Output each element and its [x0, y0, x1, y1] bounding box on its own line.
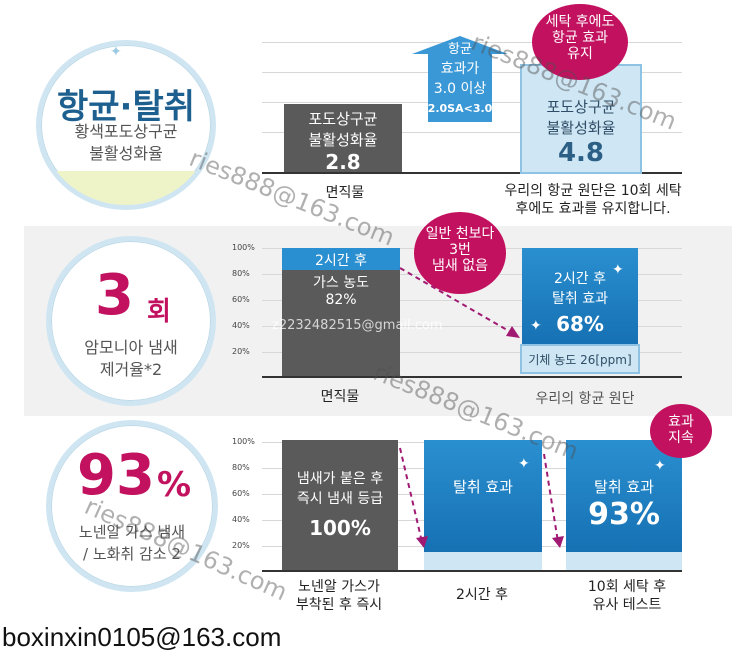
axis-tick-label: 60% [232, 489, 250, 498]
bar-cotton: 포도상구균 불활성화율 2.8 [284, 104, 402, 174]
axis-tick-label: 60% [232, 295, 250, 304]
dashed-arrow [543, 453, 564, 548]
caption-our: 우리의 항균 원단 [535, 391, 635, 407]
up-arrow-icon [412, 36, 508, 122]
bar-cotton-line2: 불활성화율 [308, 131, 378, 149]
dashed-arrow [399, 267, 520, 338]
bar-our-line1: 포도상구균 [546, 98, 616, 116]
gridline [262, 132, 682, 133]
axis-tick-label: 80% [232, 269, 250, 278]
axis-tick-label: 20% [232, 347, 250, 356]
bubble-line3: 유지 [567, 46, 593, 62]
circle-big-number: 3 [95, 263, 134, 328]
axis-tick-label: 80% [232, 463, 250, 472]
circle-nonenal: 93 % 노넨알 가스 냄새 / 노화취 감소 2 [46, 420, 218, 592]
dashed-arrow [399, 447, 428, 548]
circle-unit: 회 [147, 297, 171, 327]
bar-immediate: 냄새가 붙은 후 즉시 냄새 등급 100% [282, 440, 398, 570]
circle-sub-1: 암모니아 냄새 [84, 338, 178, 357]
circle-ammonia: 3 회 암모니아 냄새 제거율*2 [46, 236, 216, 406]
circle-unit: % [157, 465, 192, 505]
circle-sub-2: / 노화취 감소 2 [83, 545, 181, 563]
bubble-line1: 일반 천보다 [425, 226, 495, 242]
caption-cotton: 면직물 [325, 185, 365, 201]
axis-tick-label: 40% [232, 515, 250, 524]
arrow-range: 2.0SA<3.0 [427, 102, 493, 115]
circle-sub-2: 제거율*2 [99, 360, 163, 379]
circle-sub-1: 황색포도상구균 [74, 122, 178, 141]
bar-cotton-line1: 포도상구균 [308, 110, 378, 128]
bar-our-deodor: 2시간 후 탈취 효과 68% [522, 248, 638, 344]
bubble-lasting: 효과 지속 [650, 404, 712, 458]
bar-10wash: 탈취 효과 93% [566, 440, 682, 552]
sparkle-icon: ✦ [530, 318, 542, 334]
caption-immediate-2: 부착된 후 즉시 [295, 597, 383, 613]
gas-line1: 2시간 후 [315, 253, 367, 269]
bar-10wash-base [566, 552, 682, 570]
immediate-value: 100% [309, 516, 371, 540]
caption-10wash-2: 유사 테스트 [592, 597, 662, 613]
caption-10wash-1: 10회 세탁 후 [587, 579, 667, 595]
circle-sub-2: 불활성화율 [89, 144, 163, 163]
deodor-line2: 탈취 효과 [552, 291, 608, 307]
deodor-value: 68% [556, 312, 604, 336]
bubble-line1: 세탁 후에도 [545, 14, 615, 30]
arrow-line2: 효과가 [440, 61, 480, 77]
axis-tick-label: 100% [232, 243, 255, 252]
deodor-line1: 2시간 후 [554, 271, 606, 287]
arrow-line3: 3.0 이상 [433, 81, 487, 97]
bubble-line1: 효과 [668, 414, 694, 430]
bubble-line2: 항균 효과 [552, 30, 608, 46]
bar2-label: 탈취 효과 [453, 478, 513, 496]
bar3-value: 93% [588, 497, 660, 532]
axis-tick-label: 40% [232, 321, 250, 330]
circle-big-number: 93 [77, 443, 155, 508]
caption-2hours: 2시간 후 [456, 587, 508, 603]
circle-antibacterial: 항균·탈취 황색포도상구균 불활성화율 [36, 40, 216, 210]
circle-title: 항균·탈취 [56, 87, 196, 127]
gridline [262, 300, 682, 301]
bar-our-line2: 불활성화율 [546, 119, 616, 137]
bubble-line2: 3번 [449, 242, 471, 258]
gas-label: 기체 농도 26[ppm] [528, 353, 632, 367]
circle-sub-1: 노넨알 가스 냄새 [78, 523, 186, 541]
bar3-label: 탈취 효과 [594, 478, 654, 496]
footer-email: boxinxin0105@163.com [2, 622, 282, 652]
caption-immediate-1: 노넨알 가스가 [298, 579, 380, 595]
sparkle-icon: ✦ [612, 262, 624, 278]
immediate-line1: 냄새가 붙은 후 [296, 471, 384, 487]
bar-cotton-gas-top [282, 248, 400, 270]
bar-2hours-base [424, 552, 542, 570]
sparkle-icon: ✦ [110, 44, 122, 60]
immediate-line2: 즉시 냄새 등급 [296, 491, 384, 507]
bubble-effect-kept: 세탁 후에도 항균 효과 유지 [532, 4, 628, 80]
sparkle-icon: ✦ [654, 458, 666, 474]
axis-tick-label: 100% [232, 437, 255, 446]
caption-our-2: 후에도 효과를 유지합니다. [515, 201, 671, 217]
bar-cotton-value: 2.8 [325, 150, 361, 174]
bar-our-value: 4.8 [557, 138, 605, 168]
gridline [262, 326, 682, 327]
axis-tick-label: 20% [232, 541, 250, 550]
circle-cloud-decoration [41, 171, 211, 205]
bar-2hours: 탈취 효과 [424, 440, 542, 552]
baseline [262, 376, 682, 378]
sparkle-icon: ✦ [518, 456, 530, 472]
bubble-line3: 냄새 없음 [432, 258, 488, 274]
caption-cotton: 면직물 [320, 389, 360, 405]
gas-line2: 가스 농도 [313, 275, 369, 291]
gas-concentration: 기체 농도 26[ppm] [520, 344, 640, 374]
baseline [262, 172, 682, 174]
watermark: z2232482515@gmail.com [272, 318, 443, 333]
bubble-3-times: 일반 천보다 3번 냄새 없음 [414, 212, 506, 294]
gas-line3: 82% [325, 292, 357, 308]
gridline [262, 352, 682, 353]
bubble-line2: 지속 [668, 430, 694, 446]
caption-our-1: 우리의 항균 원단은 10회 세탁 [504, 183, 682, 199]
arrow-line1: 항균 [448, 42, 472, 57]
baseline [262, 570, 682, 572]
